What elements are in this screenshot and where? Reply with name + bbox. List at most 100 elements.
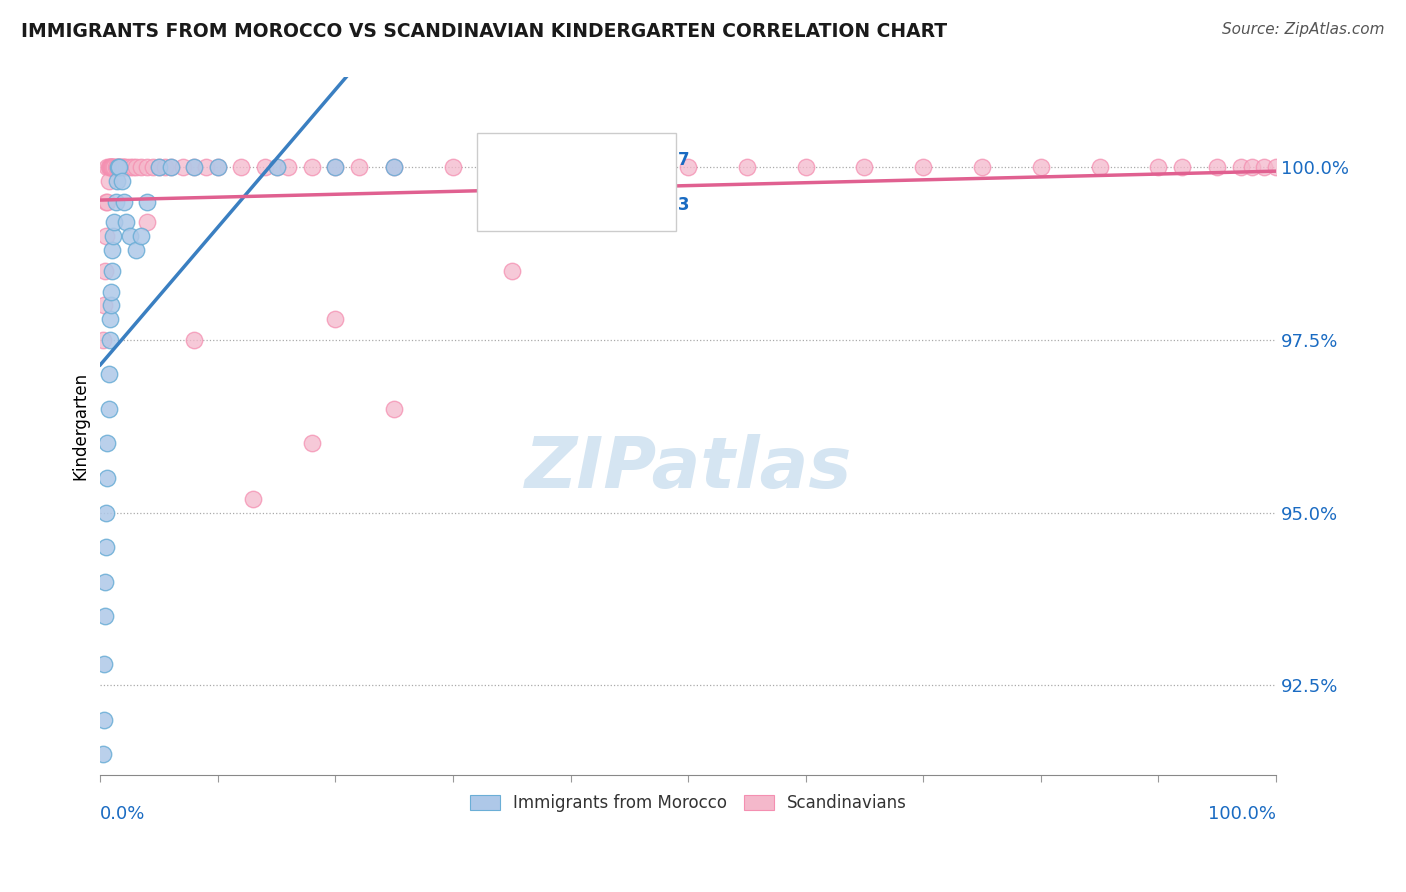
Point	[382, 160, 405, 174]
Point	[172, 160, 194, 174]
Point	[110, 160, 132, 174]
Point	[1241, 160, 1264, 174]
Point	[160, 160, 183, 174]
Text: Source: ZipAtlas.com: Source: ZipAtlas.com	[1222, 22, 1385, 37]
Point	[441, 160, 464, 174]
Point	[207, 160, 229, 174]
Point	[1229, 160, 1251, 174]
Point	[107, 160, 129, 174]
Point	[136, 215, 159, 229]
Point	[301, 160, 323, 174]
Point	[110, 174, 132, 188]
Point	[91, 333, 114, 347]
Point	[96, 540, 118, 554]
Point	[98, 160, 121, 174]
Point	[676, 160, 699, 174]
Point	[97, 368, 120, 382]
Point	[131, 160, 153, 174]
Point	[794, 160, 817, 174]
Point	[103, 160, 125, 174]
Point	[101, 160, 124, 174]
Point	[112, 194, 135, 209]
Point	[1171, 160, 1194, 174]
Point	[101, 264, 124, 278]
Point	[96, 229, 118, 244]
Point	[93, 298, 115, 312]
Legend: Immigrants from Morocco, Scandinavians: Immigrants from Morocco, Scandinavians	[463, 788, 914, 819]
Point	[347, 160, 370, 174]
Point	[110, 160, 132, 174]
Point	[153, 160, 176, 174]
Point	[118, 229, 141, 244]
Point	[96, 436, 118, 450]
Point	[207, 160, 229, 174]
Point	[107, 160, 129, 174]
Point	[124, 160, 146, 174]
Point	[111, 160, 134, 174]
Point	[98, 160, 121, 174]
Point	[242, 491, 264, 506]
Point	[735, 160, 758, 174]
Point	[382, 160, 405, 174]
Point	[115, 160, 138, 174]
Point	[98, 312, 121, 326]
Point	[96, 471, 118, 485]
Point	[160, 160, 183, 174]
Point	[96, 194, 118, 209]
Point	[970, 160, 993, 174]
Point	[1206, 160, 1229, 174]
Point	[93, 657, 115, 672]
Point	[96, 194, 118, 209]
Point	[325, 160, 347, 174]
Point	[100, 160, 122, 174]
Point	[382, 401, 405, 416]
Point	[148, 160, 170, 174]
Text: 100.0%: 100.0%	[1208, 805, 1277, 823]
Point	[912, 160, 935, 174]
Point	[183, 333, 205, 347]
Point	[560, 160, 582, 174]
Point	[96, 506, 118, 520]
Point	[853, 160, 876, 174]
Point	[266, 160, 288, 174]
Point	[231, 160, 253, 174]
Point	[195, 160, 218, 174]
Point	[104, 194, 127, 209]
Point	[112, 160, 135, 174]
Point	[619, 160, 641, 174]
Point	[94, 609, 117, 624]
Point	[108, 160, 131, 174]
Point	[103, 229, 125, 244]
Point	[253, 160, 276, 174]
Text: 0.0%: 0.0%	[100, 805, 146, 823]
Point	[1253, 160, 1275, 174]
Point	[301, 436, 323, 450]
Y-axis label: Kindergarten: Kindergarten	[72, 372, 89, 480]
Point	[183, 160, 205, 174]
Point	[1029, 160, 1052, 174]
Point	[148, 160, 170, 174]
Point	[101, 160, 124, 174]
Point	[1147, 160, 1170, 174]
Point	[97, 401, 120, 416]
Point	[94, 264, 117, 278]
Point	[325, 312, 347, 326]
Point	[91, 747, 114, 762]
Point	[115, 215, 138, 229]
Point	[124, 243, 146, 257]
Point	[136, 160, 159, 174]
Point	[325, 160, 347, 174]
Text: ZIPatlas: ZIPatlas	[524, 434, 852, 502]
Point	[501, 160, 523, 174]
Point	[93, 713, 115, 727]
Point	[105, 174, 128, 188]
Point	[131, 229, 153, 244]
Point	[103, 215, 125, 229]
Point	[97, 174, 120, 188]
Point	[108, 160, 131, 174]
Text: IMMIGRANTS FROM MOROCCO VS SCANDINAVIAN KINDERGARTEN CORRELATION CHART: IMMIGRANTS FROM MOROCCO VS SCANDINAVIAN …	[21, 22, 948, 41]
Point	[96, 160, 118, 174]
Point	[103, 160, 125, 174]
Point	[122, 160, 145, 174]
Point	[100, 160, 122, 174]
